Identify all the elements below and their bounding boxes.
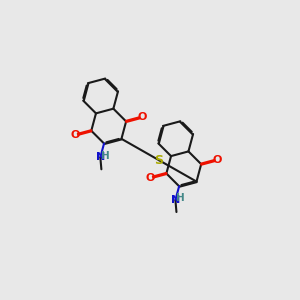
Text: H: H [101, 151, 110, 161]
Text: O: O [146, 173, 155, 183]
Text: N: N [171, 195, 180, 205]
Text: O: O [213, 155, 222, 165]
Text: O: O [70, 130, 80, 140]
Text: S: S [154, 154, 164, 167]
Text: O: O [138, 112, 147, 122]
Text: H: H [176, 194, 184, 203]
Text: N: N [96, 152, 105, 162]
